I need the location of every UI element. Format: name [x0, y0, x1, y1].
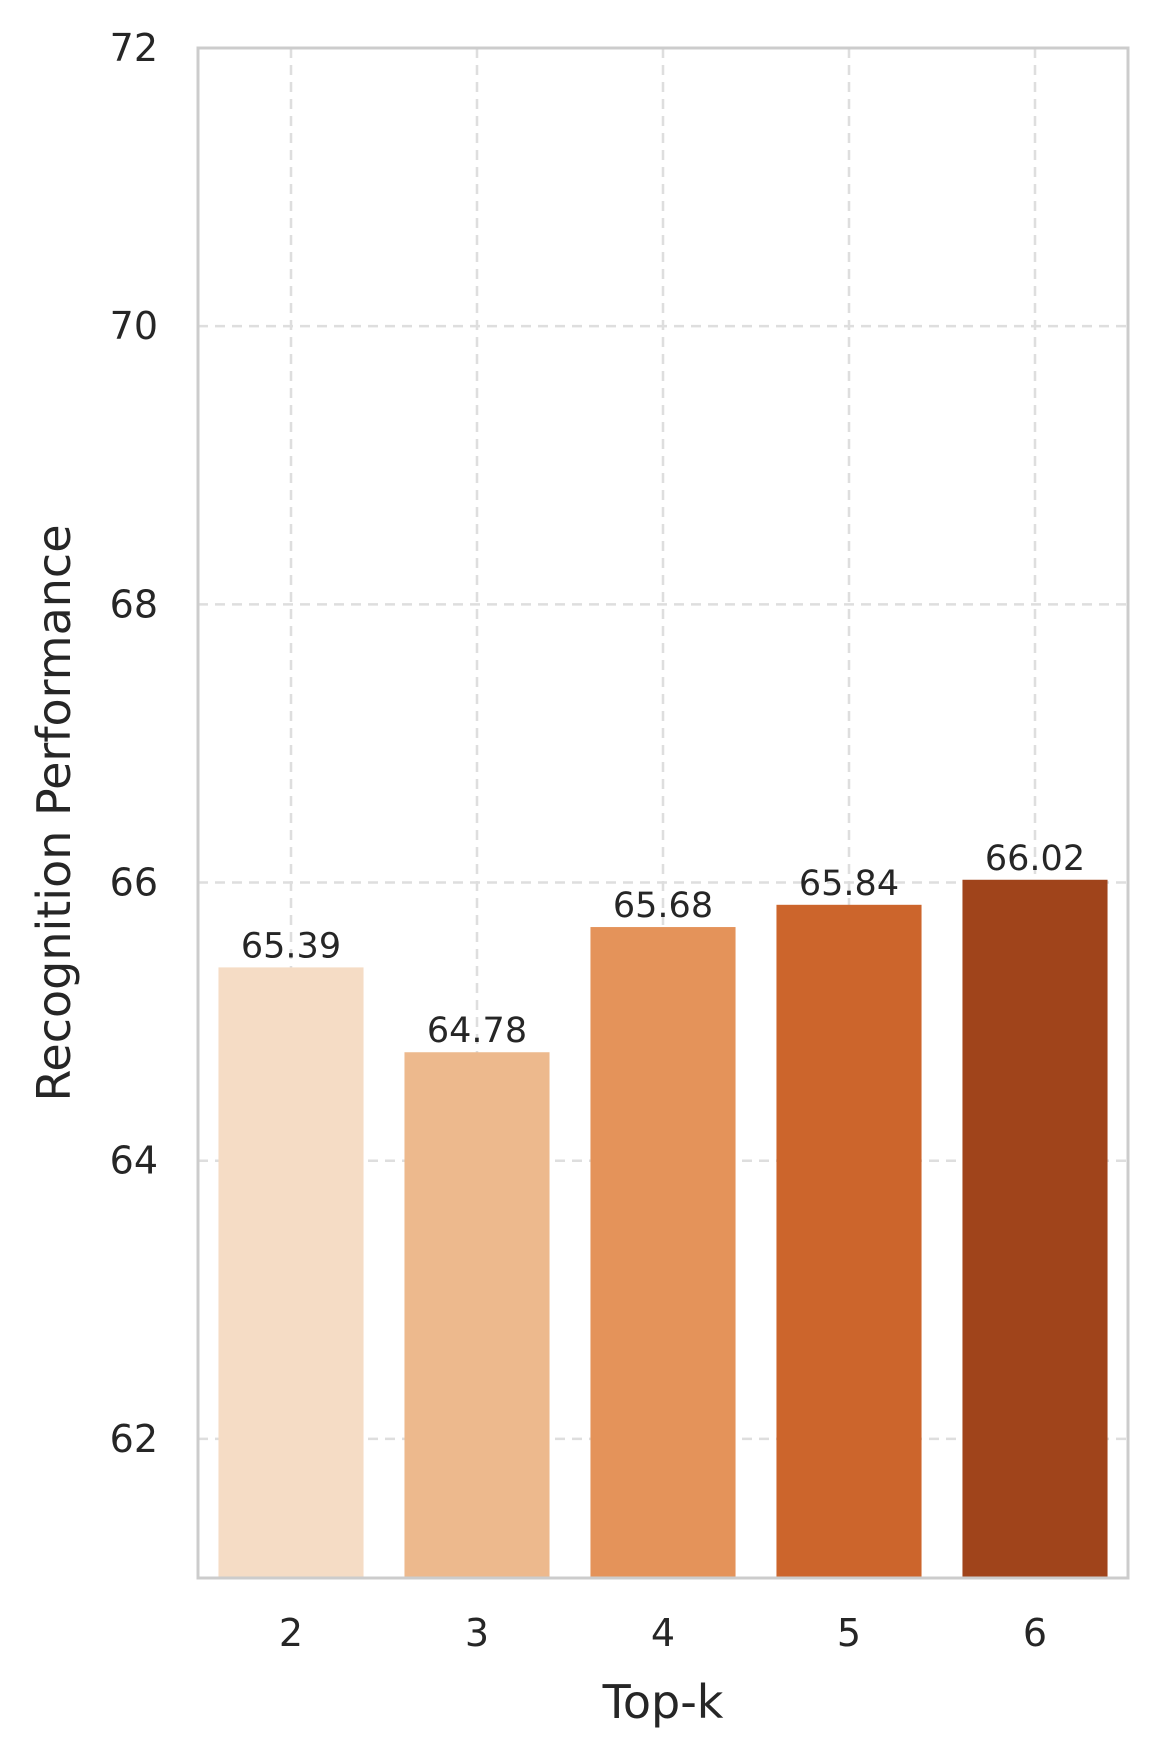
x-tick-label-6: 6: [1023, 1611, 1047, 1655]
bar-topk-2: [218, 967, 364, 1578]
value-label-topk-6: 66.02: [985, 839, 1085, 879]
y-axis-ticks: 62 64 66 68 70 72: [110, 26, 158, 1461]
bar-topk-3: [404, 1052, 550, 1578]
y-tick-label-64: 64: [110, 1139, 158, 1183]
y-tick-label-66: 66: [110, 861, 158, 905]
y-tick-label-70: 70: [110, 304, 158, 348]
value-label-topk-5: 65.84: [799, 864, 899, 904]
x-axis-title: Top-k: [602, 1675, 724, 1729]
bars: [218, 879, 1108, 1578]
x-axis-ticks: 2 3 4 5 6: [279, 1611, 1047, 1655]
value-label-topk-4: 65.68: [613, 886, 713, 926]
bar-topk-4: [590, 927, 736, 1578]
value-labels: 65.39 64.78 65.68 65.84 66.02: [241, 839, 1085, 1051]
x-tick-label-3: 3: [465, 1611, 489, 1655]
bar-topk-5: [776, 904, 922, 1578]
x-tick-label-5: 5: [837, 1611, 861, 1655]
y-tick-label-68: 68: [110, 582, 158, 626]
y-axis-title: Recognition Performance: [27, 525, 81, 1102]
value-label-topk-2: 65.39: [241, 926, 341, 966]
value-label-topk-3: 64.78: [427, 1011, 527, 1051]
bar-topk-6: [962, 879, 1108, 1578]
plot-frame: [196, 46, 1130, 1580]
y-tick-label-72: 72: [110, 26, 158, 70]
y-tick-label-62: 62: [110, 1417, 158, 1461]
x-tick-label-4: 4: [651, 1611, 675, 1655]
x-tick-label-2: 2: [279, 1611, 303, 1655]
